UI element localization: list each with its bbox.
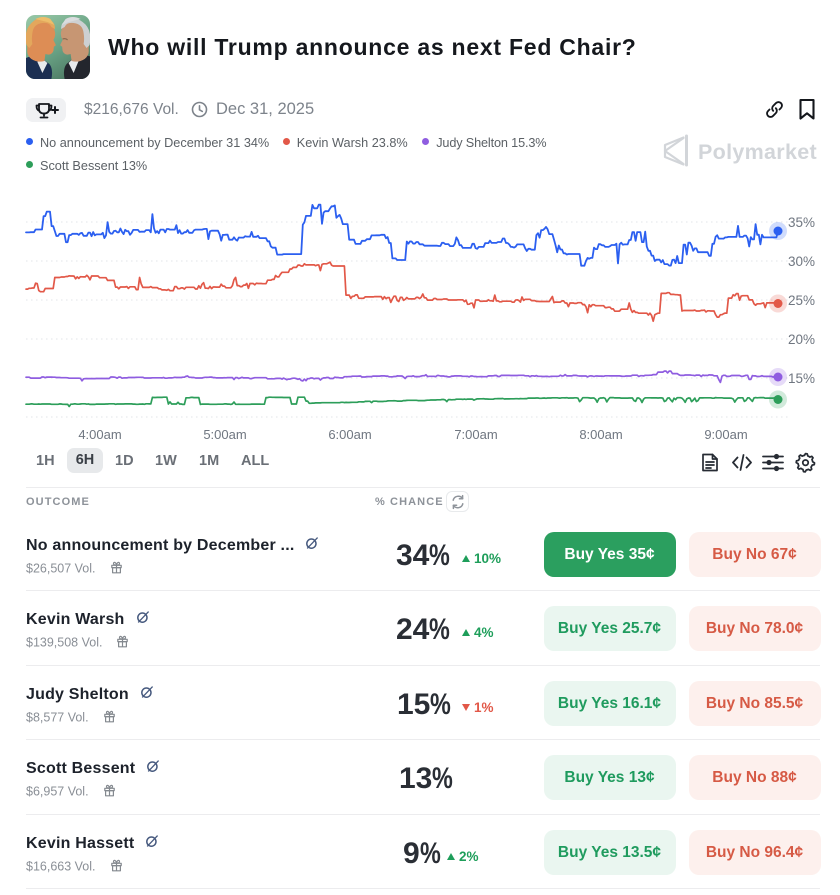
svg-text:9:00am: 9:00am <box>704 427 747 442</box>
svg-text:4:00am: 4:00am <box>78 427 121 442</box>
svg-text:30%: 30% <box>788 254 815 269</box>
svg-text:20%: 20% <box>788 332 815 347</box>
svg-text:15%: 15% <box>788 371 815 386</box>
svg-text:6:00am: 6:00am <box>328 427 371 442</box>
svg-text:25%: 25% <box>788 293 815 308</box>
svg-text:35%: 35% <box>788 215 815 230</box>
svg-text:8:00am: 8:00am <box>579 427 622 442</box>
svg-text:Polymarket: Polymarket <box>698 140 817 164</box>
svg-text:7:00am: 7:00am <box>454 427 497 442</box>
svg-text:5:00am: 5:00am <box>203 427 246 442</box>
